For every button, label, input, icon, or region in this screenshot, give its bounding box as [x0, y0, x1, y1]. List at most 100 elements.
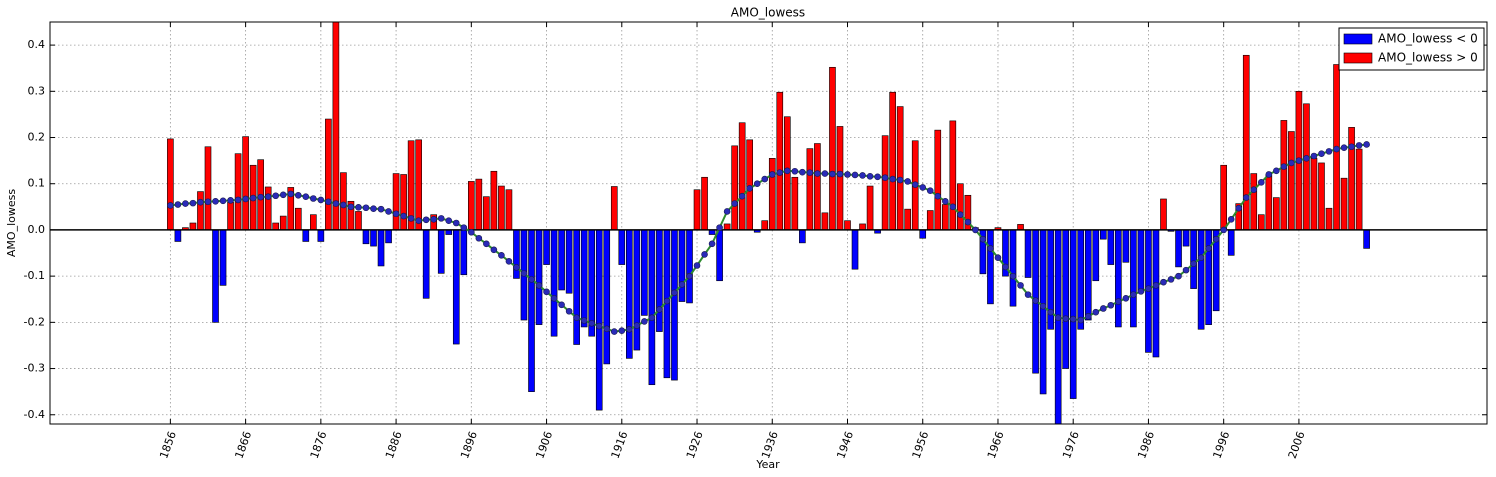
smooth-point: [219, 197, 227, 205]
bar: [400, 174, 407, 231]
smooth-point: [671, 289, 678, 297]
smooth-point: [1107, 301, 1115, 309]
smooth-point: [437, 215, 445, 222]
smooth-point: [618, 327, 626, 334]
bar: [490, 170, 498, 231]
legend-label: AMO_lowess < 0: [1378, 32, 1478, 46]
x-tick-label: 1916: [609, 430, 631, 461]
smooth-point: [926, 187, 934, 194]
smooth-point: [1130, 291, 1137, 298]
y-tick-label: 0.0: [28, 223, 46, 236]
smooth-point: [1182, 266, 1190, 274]
smooth-point: [949, 203, 957, 211]
bar: [543, 229, 550, 265]
smooth-point: [1242, 194, 1250, 201]
smooth-point: [1002, 263, 1009, 271]
x-tick-label: 1906: [533, 430, 555, 461]
x-tick-label: 1956: [910, 430, 932, 461]
smooth-point: [686, 272, 693, 280]
bar: [377, 229, 385, 267]
bar: [1122, 229, 1130, 263]
bar: [595, 229, 603, 411]
smooth-point: [1152, 282, 1160, 289]
smooth-point: [452, 219, 460, 227]
bar: [941, 204, 949, 231]
bar: [836, 126, 844, 231]
bar: [731, 145, 738, 231]
bar: [1009, 229, 1017, 307]
bar: [189, 222, 197, 231]
bar: [242, 136, 249, 231]
bar: [693, 189, 701, 231]
smooth-point: [234, 196, 242, 204]
smooth-point: [972, 226, 979, 234]
smooth-point: [392, 210, 400, 218]
smooth-point: [987, 245, 994, 252]
bar: [294, 207, 302, 231]
bar: [227, 201, 234, 231]
smooth-point: [227, 197, 234, 204]
smooth-point: [761, 175, 769, 183]
bar: [460, 229, 468, 276]
bar: [1175, 229, 1182, 268]
smooth-point: [1069, 315, 1077, 323]
smooth-point: [753, 180, 761, 188]
bar: [1288, 131, 1295, 231]
smooth-point: [1024, 291, 1032, 298]
smooth-point: [1295, 157, 1303, 164]
smooth-point: [1325, 148, 1333, 155]
smooth-point: [362, 204, 370, 212]
bar: [1310, 158, 1318, 231]
smooth-point: [1190, 260, 1197, 267]
bar: [844, 220, 851, 231]
smooth-point: [1047, 308, 1054, 316]
smooth-point: [1333, 145, 1340, 153]
bar: [1340, 177, 1348, 231]
smooth-point: [377, 205, 385, 213]
bar: [1137, 229, 1145, 293]
bar: [618, 229, 626, 265]
bar: [656, 229, 663, 332]
bar: [866, 185, 874, 231]
y-tick-label: 0.4: [28, 38, 46, 51]
x-axis-label: Year: [755, 458, 780, 471]
smooth-point: [294, 191, 302, 199]
smooth-point: [370, 205, 377, 212]
smooth-point: [1288, 159, 1295, 167]
smooth-point: [167, 202, 174, 209]
bar: [678, 229, 686, 302]
smooth-point: [1318, 150, 1325, 157]
bar: [362, 229, 370, 245]
smooth-point: [1363, 141, 1370, 148]
bar: [272, 222, 280, 231]
bar: [1039, 229, 1047, 395]
smooth-point: [1115, 298, 1122, 305]
y-tick-label: -0.1: [24, 269, 45, 282]
smooth-point: [212, 197, 219, 205]
smooth-point: [1032, 297, 1039, 304]
y-tick-label: -0.4: [24, 408, 45, 421]
bar: [1115, 229, 1122, 328]
bar: [415, 139, 422, 231]
smooth-point: [957, 211, 964, 218]
bar: [1318, 162, 1325, 231]
smooth-point: [768, 171, 776, 178]
bar: [1325, 207, 1333, 231]
smooth-point: [505, 258, 513, 265]
smooth-point: [731, 200, 738, 207]
bar: [422, 229, 430, 299]
smooth-point: [979, 235, 987, 243]
smooth-point: [249, 194, 257, 202]
x-tick-label: 1886: [383, 430, 405, 461]
smooth-point: [1160, 278, 1167, 286]
bar: [904, 208, 911, 231]
bar: [167, 138, 174, 231]
bar: [701, 176, 708, 231]
x-tick-label: 1866: [232, 430, 254, 461]
smooth-point: [513, 264, 520, 271]
smooth-point: [836, 170, 844, 178]
bar: [1303, 103, 1310, 231]
smooth-point: [400, 212, 407, 220]
smooth-point: [272, 192, 280, 200]
smooth-point: [565, 307, 573, 315]
